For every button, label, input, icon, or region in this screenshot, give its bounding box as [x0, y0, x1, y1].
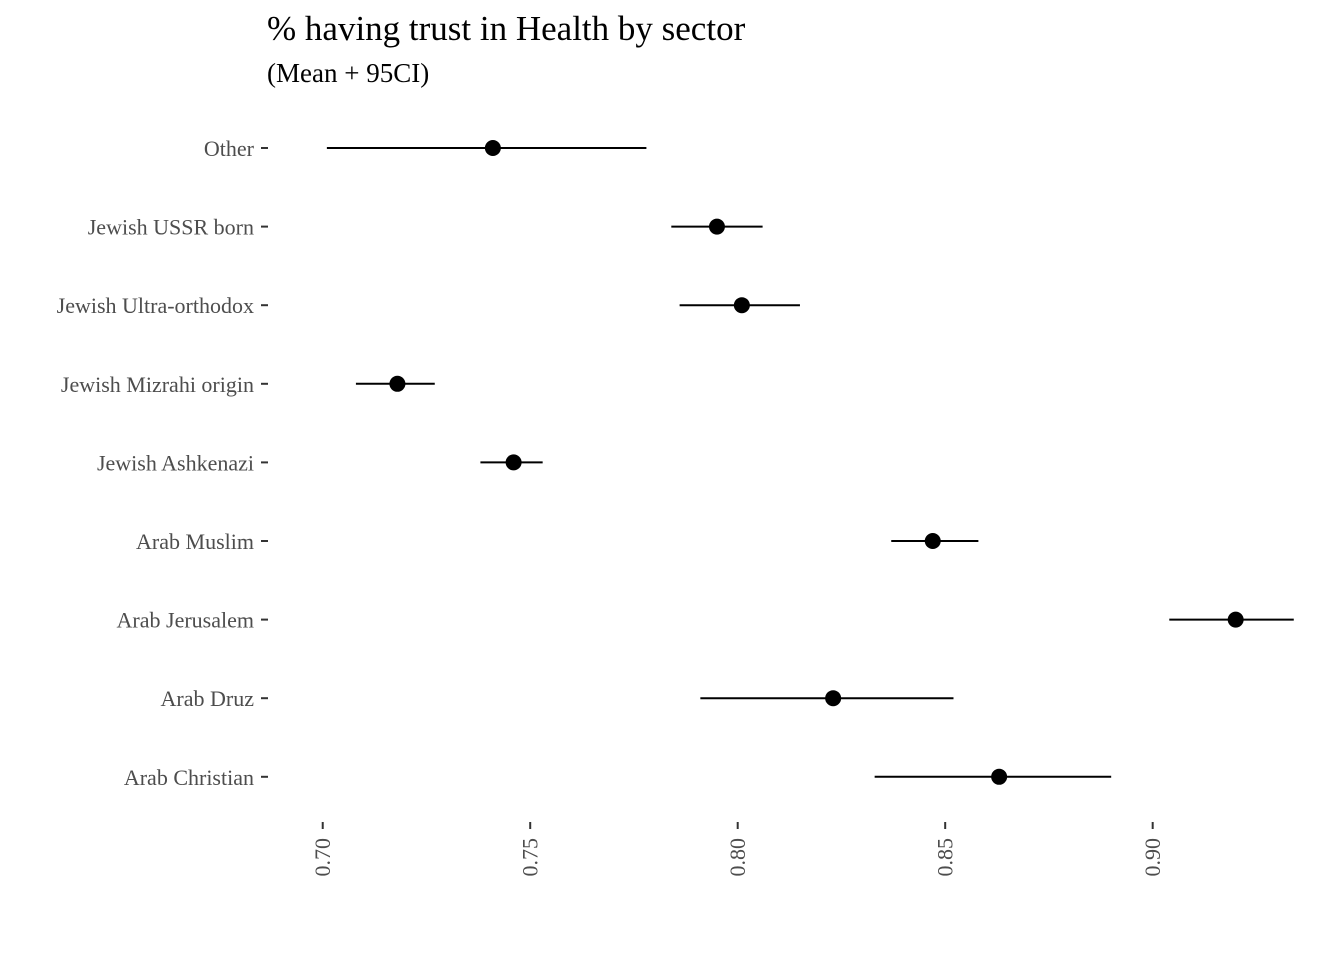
chart-subtitle: (Mean + 95CI)	[267, 58, 429, 88]
y-tick-label: Jewish Ultra-orthodox	[57, 293, 254, 318]
x-tick-label: 0.90	[1140, 838, 1165, 877]
x-tick-label: 0.85	[933, 838, 958, 877]
y-tick-label: Arab Jerusalem	[117, 608, 254, 633]
plot-area: Other Jewish USSR born Jewish Ultra-orthod…	[57, 136, 1294, 877]
mean-point	[708, 218, 725, 235]
y-tick-label: Arab Druz	[161, 686, 255, 711]
y-tick-label: Jewish USSR born	[88, 215, 254, 240]
mean-point	[733, 297, 750, 314]
chart-title: % having trust in Health by sector	[267, 9, 746, 48]
y-tick-label: Arab Christian	[124, 765, 254, 790]
y-tick-label: Arab Muslim	[136, 529, 254, 554]
mean-point	[484, 140, 501, 156]
x-tick-label: 0.80	[725, 838, 750, 877]
y-tick-label: Jewish Mizrahi origin	[61, 372, 254, 397]
mean-point	[389, 375, 406, 392]
mean-point	[1227, 611, 1244, 628]
y-tick-label: Jewish Ashkenazi	[97, 450, 254, 475]
mean-point	[991, 768, 1008, 785]
mean-point	[825, 690, 842, 707]
mean-point	[924, 533, 941, 549]
mean-point	[505, 454, 522, 471]
x-tick-label: 0.70	[310, 838, 335, 877]
x-tick-label: 0.75	[518, 838, 543, 877]
y-tick-label: Other	[204, 136, 255, 161]
